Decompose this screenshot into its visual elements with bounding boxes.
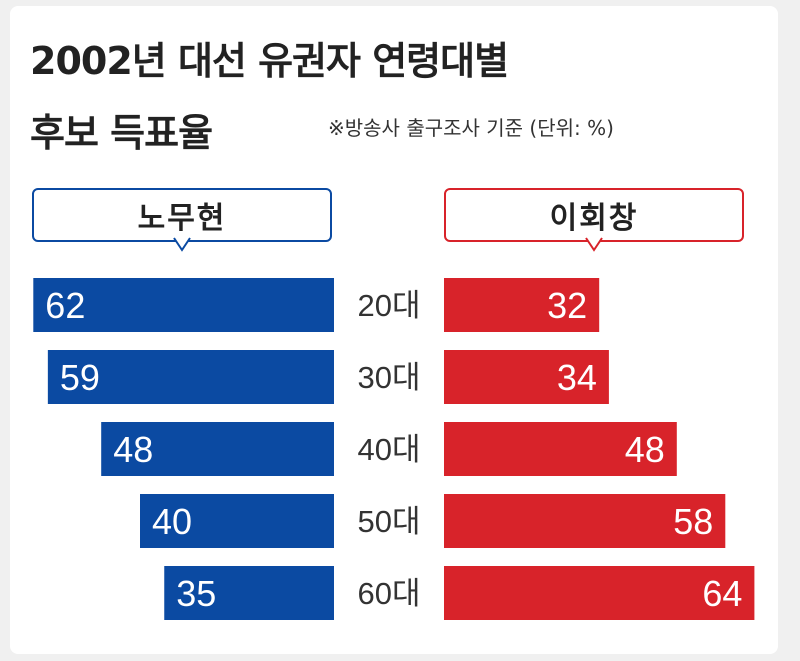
legend-lee-hoi-chang-label: 이회창: [549, 201, 639, 236]
bar-lee-60대: [444, 566, 755, 620]
value-label: 34: [557, 357, 597, 398]
value-label: 48: [625, 429, 665, 470]
legend-lee-hoi-chang: 이회창: [444, 188, 744, 252]
legend-pointer-icon: [173, 237, 191, 252]
value-label: 59: [60, 357, 100, 398]
bar-roh-50대: [140, 494, 334, 548]
chart-title-line2: 후보 득표율: [30, 111, 213, 155]
legend-roh-moo-hyun-label: 노무현: [137, 201, 227, 236]
value-label: 64: [702, 573, 742, 614]
category-label: 40대: [357, 432, 420, 467]
chart-title-line1: 2002년 대선 유권자 연령대별: [30, 39, 509, 83]
legend-roh-moo-hyun: 노무현: [32, 188, 332, 252]
source-note: ※방송사 출구조사 기준 (단위: %): [328, 116, 614, 140]
bar-roh-30대: [47, 350, 334, 404]
value-label: 40: [152, 501, 192, 542]
bar-lee-30대: [444, 350, 609, 404]
category-label: 50대: [357, 504, 420, 539]
bar-lee-40대: [444, 422, 677, 476]
bar-lee-50대: [444, 494, 726, 548]
category-label: 20대: [357, 288, 420, 323]
bar-roh-40대: [101, 422, 334, 476]
value-label: 62: [45, 285, 85, 326]
value-label: 35: [176, 573, 216, 614]
bar-roh-20대: [33, 278, 335, 332]
bar-roh-60대: [164, 566, 334, 620]
bar-lee-20대: [444, 278, 600, 332]
value-label: 32: [547, 285, 587, 326]
value-label: 58: [673, 501, 713, 542]
value-label: 48: [113, 429, 153, 470]
category-label: 60대: [357, 576, 420, 611]
category-label: 30대: [357, 360, 420, 395]
legend-pointer-icon: [585, 237, 603, 252]
